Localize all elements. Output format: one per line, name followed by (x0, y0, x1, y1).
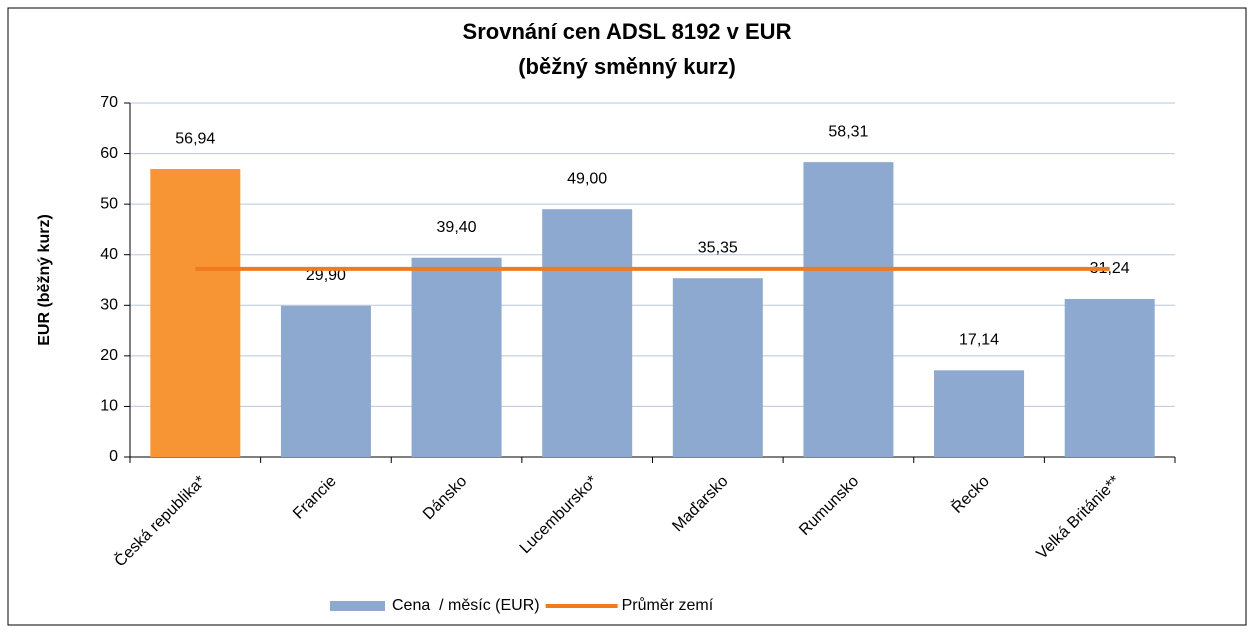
bar (150, 169, 241, 458)
bar (934, 370, 1025, 457)
legend-label: Průměr zemí (622, 596, 714, 614)
bar (672, 278, 763, 457)
y-tick-label: 60 (100, 145, 118, 162)
y-tick-label: 30 (100, 297, 118, 314)
bar (280, 305, 371, 457)
y-tick-label: 10 (100, 398, 118, 415)
data-label: 29,90 (306, 267, 346, 284)
legend-label: Cena / měsíc (EUR) (392, 597, 540, 614)
bar (1064, 299, 1155, 457)
data-label: 56,94 (175, 130, 215, 147)
bar (411, 257, 502, 457)
data-label: 58,31 (828, 123, 868, 140)
data-label: 31,24 (1090, 260, 1130, 277)
data-label: 39,40 (437, 219, 477, 236)
y-tick-label: 40 (100, 246, 118, 263)
legend-swatch (330, 601, 385, 611)
y-tick-label: 70 (100, 94, 118, 111)
y-tick-label: 50 (100, 195, 118, 212)
data-label: 17,14 (959, 332, 999, 349)
bar (542, 209, 633, 457)
chart-subtitle: (běžný směnný kurz) (518, 54, 736, 79)
bar (803, 162, 894, 458)
y-tick-label: 0 (109, 448, 118, 465)
chart-title: Srovnání cen ADSL 8192 v EUR (463, 19, 792, 44)
data-label: 35,35 (698, 239, 738, 256)
data-label: 49,00 (567, 170, 607, 187)
y-axis-label: EUR (běžný kurz) (36, 214, 53, 346)
y-tick-label: 20 (100, 347, 118, 364)
